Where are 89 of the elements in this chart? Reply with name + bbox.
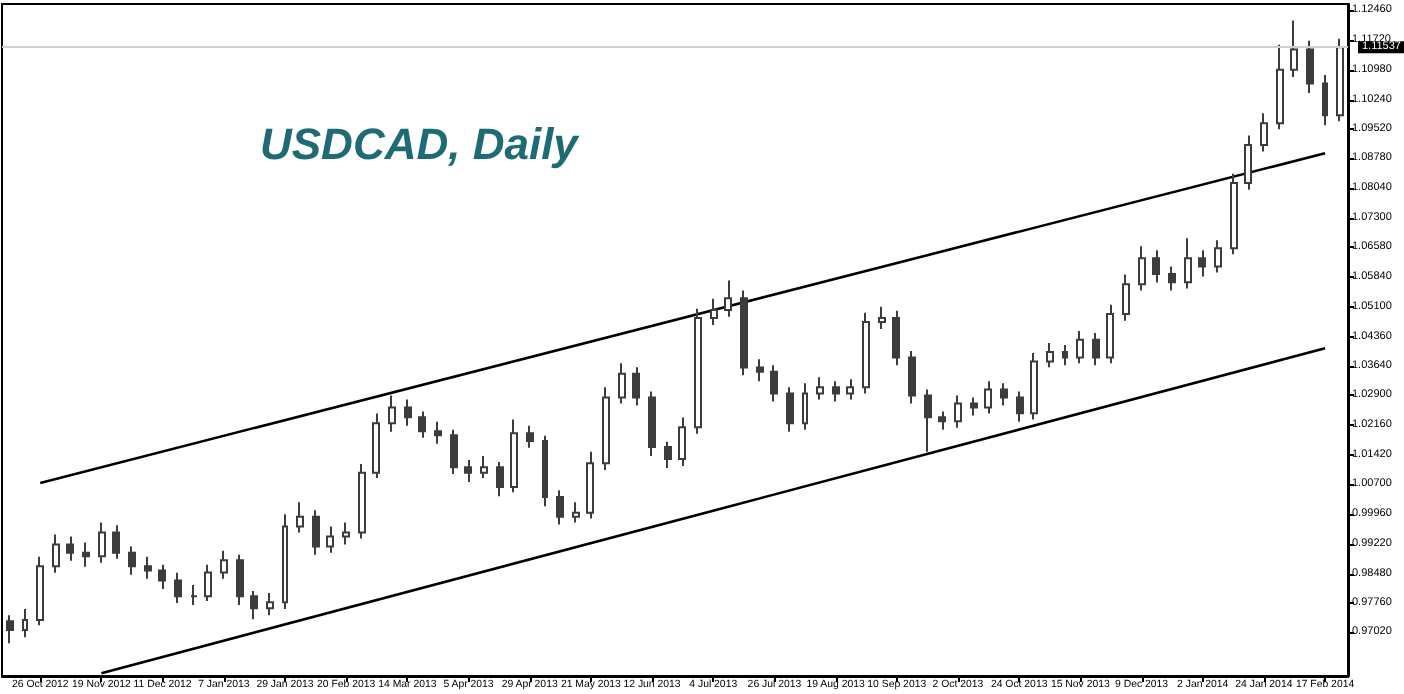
candlestick: [632, 366, 640, 407]
candlestick: [1322, 73, 1328, 127]
candlestick: [1306, 39, 1314, 95]
candlestick: [878, 305, 886, 330]
candlestick: [326, 525, 334, 554]
candlestick: [66, 535, 74, 562]
candlestick: [770, 364, 778, 403]
candlestick: [802, 382, 808, 431]
candlestick: [1184, 237, 1192, 290]
candlestick: [984, 380, 992, 415]
candlestick: [756, 358, 764, 383]
candlestick: [938, 410, 946, 431]
candlestick: [220, 549, 228, 580]
candlestick: [158, 563, 166, 590]
candlestick: [862, 311, 870, 395]
candlestick: [648, 390, 656, 457]
candlestick: [1122, 273, 1130, 322]
candlestick: [892, 309, 900, 367]
candlestick: [128, 545, 136, 576]
candlestick: [1092, 331, 1100, 367]
candlestick: [846, 378, 854, 401]
candlestick: [542, 434, 548, 508]
candlestick: [664, 440, 672, 469]
candlestick: [572, 501, 580, 524]
candlestick: [6, 614, 14, 645]
candlestick: [98, 521, 106, 564]
candlestick: [694, 307, 702, 435]
candlestick: [112, 524, 120, 560]
candlestick: [296, 501, 304, 534]
candlestick: [586, 450, 594, 520]
candlestick: [924, 388, 932, 453]
candlestick: [832, 380, 840, 403]
candlestick: [1076, 329, 1084, 365]
candlestick: [22, 608, 28, 639]
candlestick: [1276, 43, 1284, 131]
candlestick: [602, 386, 610, 472]
candlestick: [510, 418, 518, 494]
candlestick: [358, 462, 366, 540]
candlestick: [464, 458, 472, 484]
candlestick: [190, 583, 198, 607]
candlestick: [618, 362, 626, 405]
candlestick: [52, 533, 60, 574]
candlestick: [144, 555, 152, 580]
candlestick: [724, 279, 732, 318]
candlestick: [954, 394, 962, 429]
candlestick: [1138, 245, 1146, 292]
candlestick: [372, 412, 380, 480]
candlestick: [282, 513, 288, 611]
candlestick: [496, 460, 504, 498]
candlestick: [678, 416, 686, 467]
candlestick: [404, 398, 412, 427]
candlestick: [434, 420, 442, 445]
candlestick: [740, 289, 748, 377]
candlestick: [36, 555, 44, 627]
candlestick: [1000, 382, 1008, 407]
candlestick: [388, 394, 396, 433]
candlestick: [710, 297, 718, 326]
candlestick: [1106, 303, 1114, 365]
candlestick: [204, 563, 212, 603]
candlestick: [174, 571, 182, 605]
candlestick: [1260, 112, 1268, 153]
candlestick: [1016, 390, 1024, 423]
candlestick: [1030, 352, 1038, 421]
candlestick: [450, 428, 458, 476]
candlestick: [970, 396, 978, 417]
candlestick: [1244, 134, 1252, 191]
candlestick: [1214, 239, 1222, 274]
candlestick: [556, 489, 564, 526]
candlestick: [1168, 265, 1176, 292]
candlestick: [418, 410, 426, 439]
candlestick: [526, 424, 534, 449]
candlestick: [786, 386, 794, 433]
candlestick: [480, 454, 488, 480]
candlestick: [1062, 344, 1068, 367]
candlestick: [908, 350, 916, 405]
candlestick: [1198, 249, 1206, 278]
candlestick: [816, 376, 824, 401]
candlestick: [1152, 249, 1160, 284]
candlestick: [312, 509, 320, 556]
candlestick: [1230, 172, 1238, 256]
candlestick: [236, 553, 244, 607]
candlestick: [1336, 37, 1344, 123]
candlestick: [1290, 19, 1298, 78]
candlestick: [342, 521, 350, 546]
candlestick: [1046, 342, 1054, 369]
candlestick: [266, 591, 274, 617]
candlestick: [82, 541, 90, 568]
candlestick: [250, 589, 258, 621]
text: USDCAD, Daily: [260, 119, 582, 169]
